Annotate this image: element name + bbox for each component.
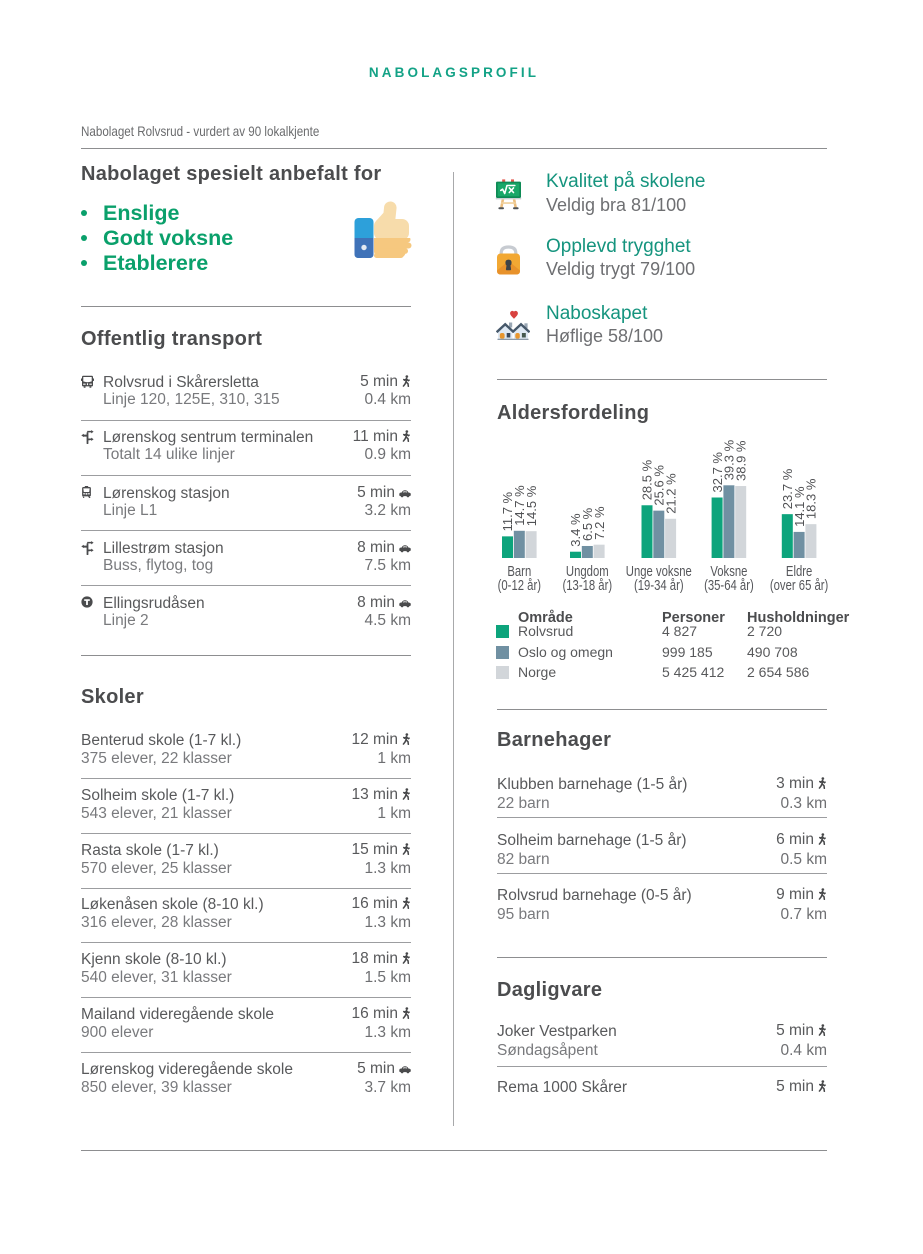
svg-text:39.3 %: 39.3 %: [722, 439, 737, 480]
svg-text:21.2 %: 21.2 %: [663, 473, 678, 514]
svg-text:Barn: Barn: [507, 563, 531, 580]
svg-text:23.7 %: 23.7 %: [780, 468, 795, 509]
svg-text:18.3 %: 18.3 %: [804, 478, 819, 519]
svg-text:32.7 %: 32.7 %: [710, 452, 725, 493]
svg-text:7.2 %: 7.2 %: [592, 506, 607, 540]
svg-text:14.7 %: 14.7 %: [512, 485, 527, 526]
svg-text:Eldre: Eldre: [786, 563, 812, 580]
svg-text:25.6 %: 25.6 %: [652, 465, 667, 506]
svg-text:28.5 %: 28.5 %: [640, 459, 655, 500]
svg-text:Unge voksne: Unge voksne: [626, 563, 692, 580]
svg-text:(35-64 år): (35-64 år): [704, 577, 754, 594]
svg-text:11.7 %: 11.7 %: [500, 491, 515, 531]
svg-text:Voksne: Voksne: [710, 563, 747, 580]
svg-text:3.4 %: 3.4 %: [568, 513, 583, 547]
svg-text:(0-12 år): (0-12 år): [498, 577, 541, 594]
svg-text:6.5 %: 6.5 %: [580, 507, 595, 541]
svg-text:38.9 %: 38.9 %: [733, 440, 748, 481]
svg-text:(13-18 år): (13-18 år): [562, 577, 612, 594]
svg-text:14.1 %: 14.1 %: [792, 486, 807, 527]
svg-text:(19-34 år): (19-34 år): [634, 577, 684, 594]
svg-text:(over 65 år): (over 65 år): [770, 577, 828, 594]
svg-text:14.5 %: 14.5 %: [524, 485, 539, 526]
svg-text:Ungdom: Ungdom: [566, 563, 609, 580]
